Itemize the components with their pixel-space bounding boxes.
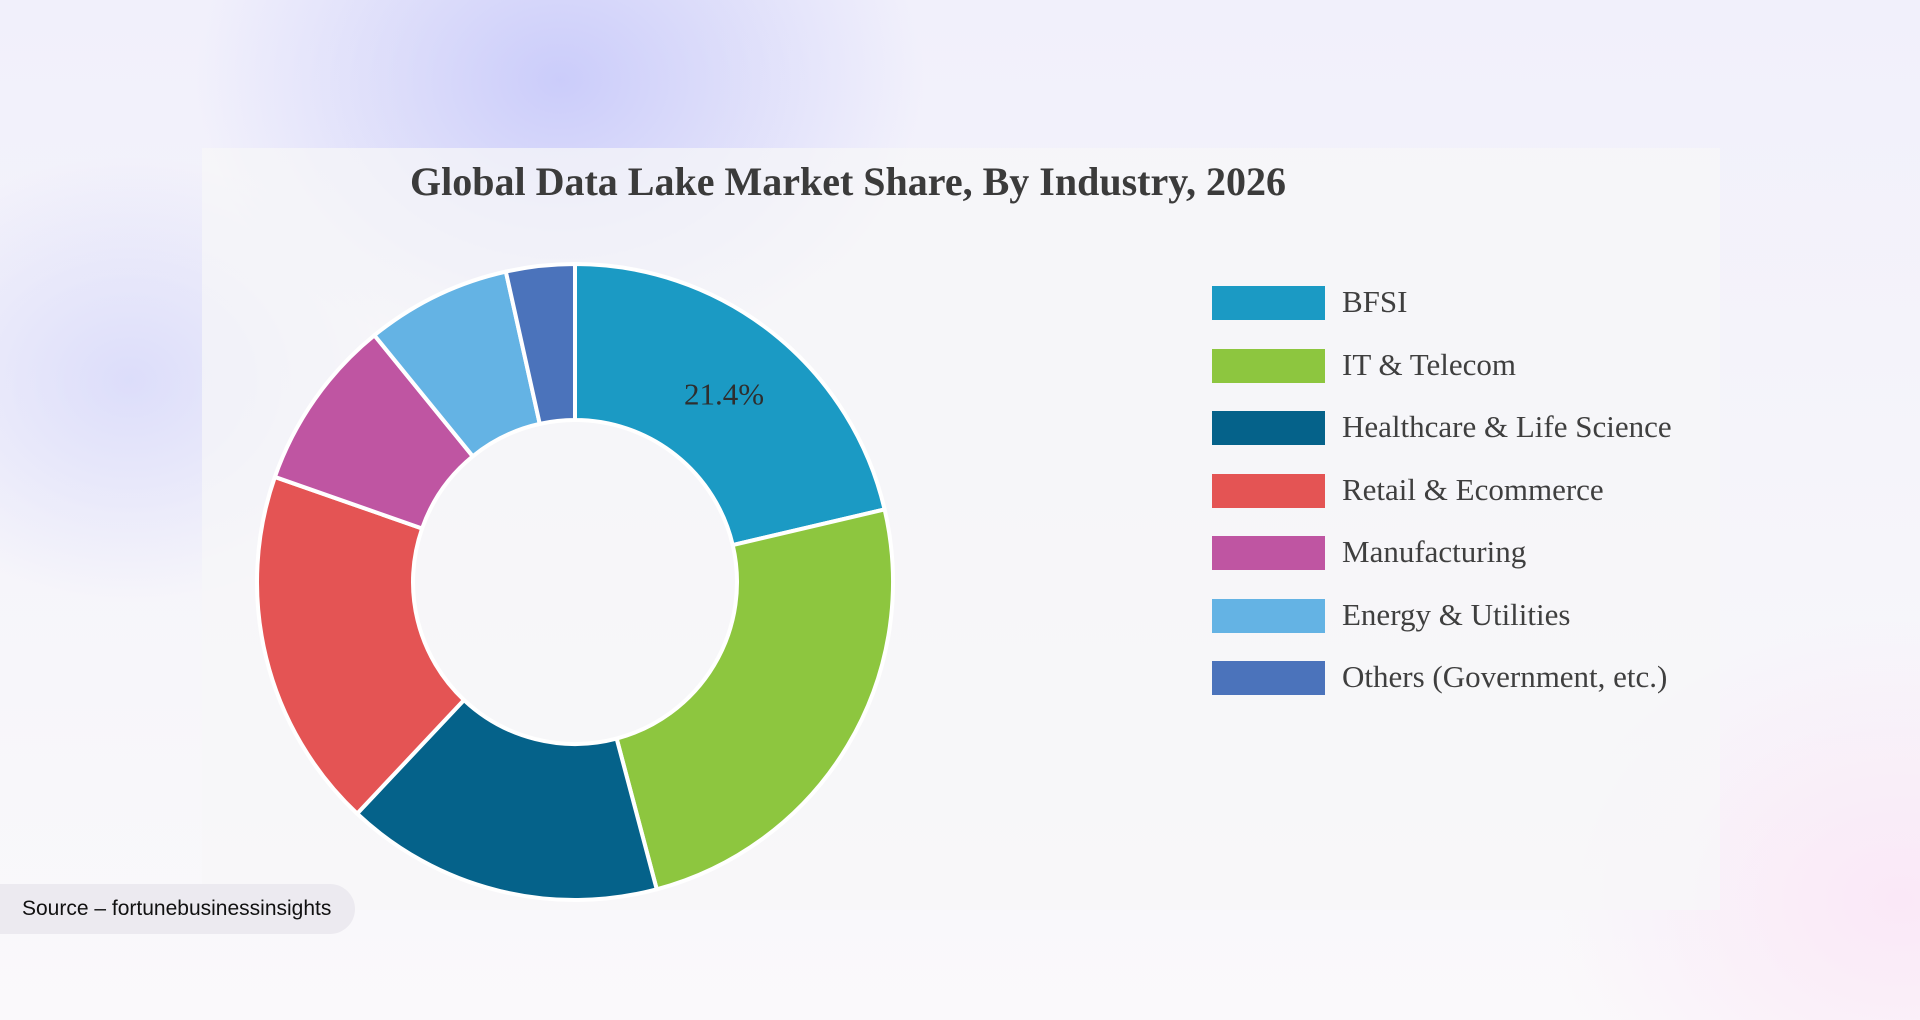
legend-label: Others (Government, etc.) (1342, 659, 1668, 694)
slice-data-label: 21.4% (684, 376, 764, 411)
legend-swatch (1212, 661, 1325, 695)
legend-swatch (1212, 598, 1325, 633)
source-label: Source – fortunebusinessinsights (0, 884, 356, 934)
donut-slice-it-telecom (614, 507, 895, 892)
donut-slice-bfsi (573, 262, 887, 548)
legend-label: BFSI (1342, 284, 1408, 319)
donut-slice-others-government-etc (503, 262, 577, 426)
legend-swatch (1212, 411, 1325, 445)
legend-swatch (1212, 348, 1325, 383)
legend-label: Retail & Ecommerce (1342, 471, 1604, 507)
chart-title: Global Data Lake Market Share, By Indust… (410, 159, 1286, 204)
donut-slice-retail-ecommerce (255, 474, 466, 816)
legend-label: Healthcare & Life Science (1342, 409, 1672, 444)
donut-slice-healthcare-life-science (355, 697, 659, 902)
legend-label: Manufacturing (1342, 534, 1527, 569)
legend-label: IT & Telecom (1342, 346, 1517, 382)
legend-swatch (1212, 536, 1325, 570)
legend-label: Energy & Utilities (1342, 596, 1571, 632)
legend-swatch (1212, 286, 1325, 320)
legend-swatch (1212, 473, 1325, 508)
